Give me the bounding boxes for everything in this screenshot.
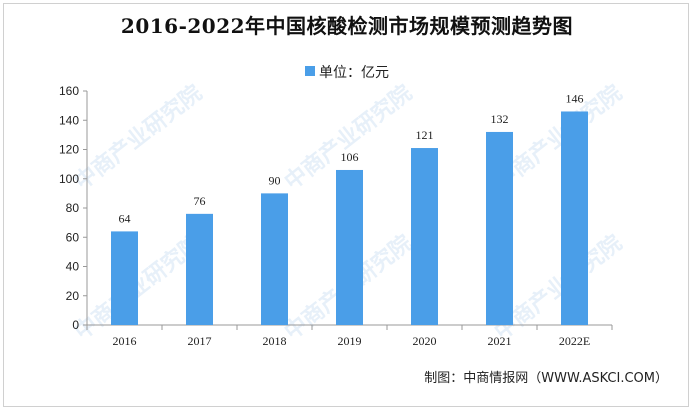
bar <box>186 213 213 325</box>
bar <box>111 231 138 325</box>
y-tick-label: 140 <box>59 113 79 127</box>
y-axis: 0 20 40 60 80 100 120 140 160 <box>59 84 88 332</box>
bar <box>561 111 588 325</box>
data-label: 64 <box>119 211 131 225</box>
x-tick-label: 2016 <box>113 334 137 348</box>
bar <box>411 148 438 325</box>
y-tick-label: 40 <box>66 260 80 274</box>
y-tick-label: 120 <box>59 143 79 157</box>
x-axis: 2016 2017 2018 2019 2020 2021 2022E <box>86 324 613 348</box>
bar <box>261 193 288 325</box>
data-label: 106 <box>341 150 359 164</box>
data-label: 90 <box>269 173 281 187</box>
y-tick-label: 60 <box>66 230 80 244</box>
bar <box>336 169 363 325</box>
bar <box>486 131 513 325</box>
data-label: 121 <box>416 128 434 142</box>
x-tick-label: 2022E <box>559 334 590 348</box>
legend-label: 单位：亿元 <box>319 65 389 81</box>
x-tick-label: 2019 <box>338 334 362 348</box>
source-note: 制图：中商情报网（WWW.ASKCI.COM） <box>424 371 668 386</box>
y-tick-label: 100 <box>59 172 79 186</box>
x-tick-label: 2020 <box>413 334 437 348</box>
y-tick-label: 80 <box>66 201 80 215</box>
legend-swatch <box>305 66 315 76</box>
x-tick-label: 2021 <box>488 334 512 348</box>
y-tick-label: 20 <box>66 289 80 303</box>
data-label: 132 <box>491 112 509 126</box>
data-label: 76 <box>194 194 206 208</box>
y-tick-label: 0 <box>72 318 79 332</box>
chart-title: 2016-2022年中国核酸检测市场规模预测趋势图 <box>120 14 574 38</box>
legend: 单位：亿元 <box>0 62 694 82</box>
y-tick-label: 160 <box>59 84 79 98</box>
x-tick-label: 2018 <box>263 334 287 348</box>
data-label: 146 <box>566 91 584 105</box>
x-tick-label: 2017 <box>188 334 212 348</box>
bars: 64 76 90 106 121 132 146 <box>111 91 588 325</box>
